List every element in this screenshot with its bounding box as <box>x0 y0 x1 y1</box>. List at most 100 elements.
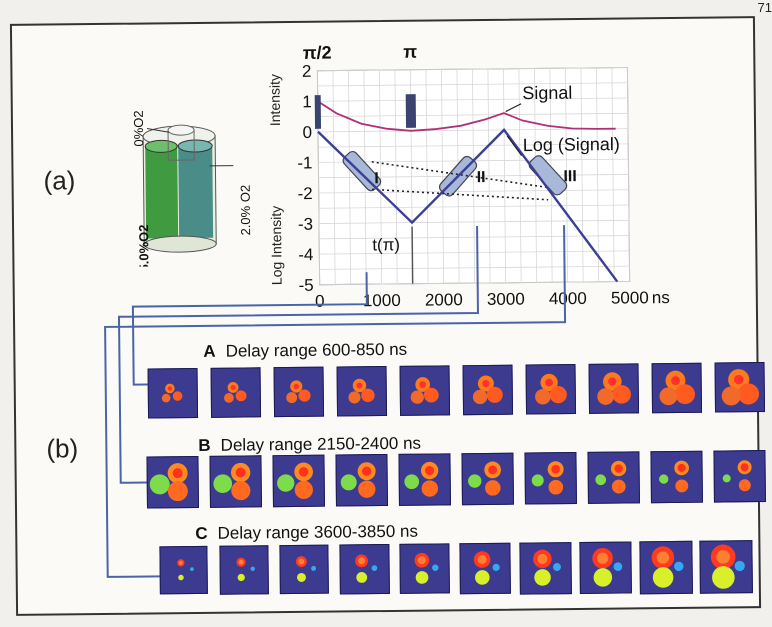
thumbnail-row-c <box>519 542 572 595</box>
thumbnail-image <box>286 380 311 404</box>
phantom-label-2: 5.0%O2 <box>136 224 151 267</box>
thumbnail-image <box>472 375 503 405</box>
row-c-letter: C <box>195 523 208 544</box>
pulse-marker-1 <box>405 94 417 128</box>
grid-h <box>319 250 630 255</box>
thumbnail-row-b <box>272 454 325 508</box>
thumbnail-image <box>414 552 439 584</box>
thumbnail-row-a <box>651 362 703 414</box>
thumbnail-row-c <box>459 542 511 595</box>
phantom-label-0: 0%O2 <box>131 110 146 146</box>
thumbnail-row-c <box>219 545 269 595</box>
thumbnail-image <box>213 462 251 501</box>
row-a-title: A Delay range 600-850 ns <box>203 340 407 362</box>
series-label-log: Log (Signal) <box>523 134 620 155</box>
series-line-0 <box>317 100 616 132</box>
thumbnail-image <box>710 544 745 589</box>
y-tick-label-lower: -1 <box>297 153 312 172</box>
thumbnail-image <box>533 549 561 586</box>
y-tick-label-upper: 0 <box>303 123 313 142</box>
grid-h <box>318 189 629 194</box>
thumbnail-image <box>277 462 313 499</box>
row-a-letter: A <box>203 341 216 361</box>
thumbnail-image <box>224 382 247 403</box>
image-rows <box>12 18 766 595</box>
grid-h <box>319 265 630 270</box>
thumbnail-row-a <box>714 362 766 413</box>
row-c-title: C Delay range 3600-3850 ns <box>195 522 418 544</box>
thumbnail-row-b <box>587 451 640 504</box>
thumbnail-image <box>535 373 567 405</box>
y-label-upper: Intensity <box>266 74 283 126</box>
thumbnail-image <box>177 559 194 581</box>
thumbnail-image <box>651 546 684 588</box>
y-tick-label-upper: 1 <box>302 92 312 111</box>
y-tick-label-upper: 2 <box>302 62 312 81</box>
thumbnail-row-a <box>399 365 451 416</box>
thumbnail-row-a <box>336 365 388 417</box>
thumbnail-row-b <box>650 450 703 504</box>
connector-window-2 <box>117 226 479 484</box>
x-tick-label: 1000 <box>363 291 401 310</box>
series-pointer-log <box>506 135 523 157</box>
grid-h <box>319 219 630 224</box>
chart-series: Signal Log (Signal) <box>317 83 620 283</box>
tpi-label: t(π) <box>372 235 400 254</box>
connector-lines <box>104 225 567 578</box>
tpi-marker <box>411 226 414 284</box>
thumbnail-image <box>295 556 317 582</box>
thumbnail-image <box>468 461 501 496</box>
row-b-text: Delay range 2150-2400 ns <box>220 433 422 455</box>
thumbnail-row-b <box>209 455 262 508</box>
row-b-title: B Delay range 2150-2400 ns <box>198 434 421 456</box>
x-tick-label: 5000 <box>611 288 649 307</box>
grid-h <box>319 281 630 286</box>
thumbnail-row-c <box>699 540 754 595</box>
thumbnail-image <box>659 370 695 406</box>
grid-h <box>317 97 628 102</box>
grid-h <box>317 112 628 117</box>
thumbnail-image <box>531 461 564 495</box>
figure-frame: (a) (b) 0%O2 2.0% O2 5.0%O2 IIIIII Signa… <box>9 16 766 616</box>
y-tick-label-lower: -5 <box>298 276 313 295</box>
row-a-text: Delay range 600-850 ns <box>225 339 408 361</box>
window-label-3: III <box>563 168 577 185</box>
thumbnail-row-c <box>279 544 330 595</box>
grid-h <box>318 204 629 209</box>
pulse-marker-0 <box>314 95 322 129</box>
thumbnail-row-c <box>159 545 208 595</box>
thumbnail-image <box>721 369 760 406</box>
window-label-1: I <box>374 170 379 187</box>
series-label-signal: Signal <box>522 83 572 104</box>
series-pointer-signal <box>505 103 522 113</box>
thumbnail-row-b <box>398 453 451 506</box>
thumbnail-image <box>659 460 689 493</box>
thumbnail-row-a <box>273 366 325 418</box>
thumbnail-row-a <box>462 364 514 416</box>
thumbnail-image <box>592 547 623 587</box>
chart-text: 0 1000 2000 3000 4000 5000 ns 2 1 0 -1 -2 -3 -4 -5 Inte… <box>266 42 669 311</box>
y-tick-label-lower: -3 <box>298 215 313 234</box>
connector-window-3 <box>104 225 567 578</box>
thumbnail-image <box>149 463 188 502</box>
thumbnail-image <box>355 554 378 583</box>
thumbnail-image <box>404 461 439 497</box>
page-number: 71 <box>757 0 772 15</box>
y-tick-label-lower: -4 <box>298 245 313 264</box>
thumbnail-row-b <box>335 453 388 507</box>
pulse-label-1: π <box>403 42 417 62</box>
thumbnail-image <box>473 551 500 585</box>
thumbnail-image <box>595 460 627 494</box>
row-b-letter: B <box>198 435 211 455</box>
tube-2-percent <box>178 145 214 239</box>
thumbnail-row-a <box>525 364 577 415</box>
x-tick-label: 3000 <box>487 290 525 309</box>
x-tick-label: 2000 <box>425 290 463 309</box>
thumbnail-image <box>410 377 439 404</box>
thumbnail-row-b <box>146 455 199 509</box>
y-tick-label-lower: -2 <box>297 184 312 203</box>
pulse-label-0: π/2 <box>303 43 332 63</box>
grid-h <box>318 143 629 148</box>
phantom-illustration: 0%O2 2.0% O2 5.0%O2 <box>131 110 253 267</box>
